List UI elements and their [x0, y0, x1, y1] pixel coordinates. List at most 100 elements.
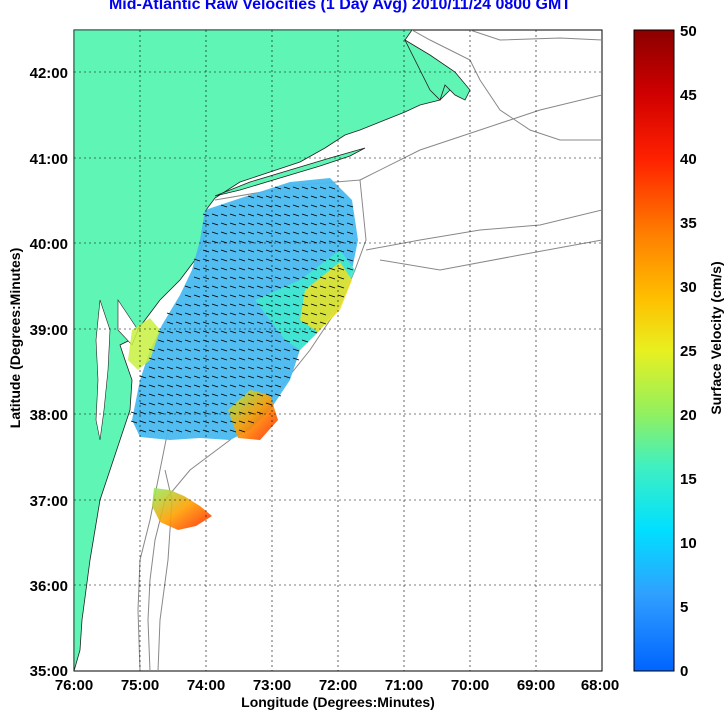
velocity-arrow — [301, 231, 309, 235]
velocity-arrow — [274, 231, 282, 235]
x-tick-label: 68:00 — [581, 677, 619, 694]
velocity-arrow — [238, 402, 246, 406]
velocity-arrow — [328, 222, 336, 226]
velocity-arrow — [166, 330, 174, 334]
velocity-arrow — [256, 204, 264, 208]
velocity-arrow — [220, 312, 228, 316]
velocity-arrow — [274, 339, 282, 343]
velocity-arrow — [229, 312, 237, 316]
x-axis: 76:00 75:00 74:00 73:00 72:00 71:00 70:0… — [55, 677, 619, 694]
x-axis-label: Longitude (Degrees:Minutes) — [241, 694, 435, 710]
velocity-arrow — [238, 312, 246, 316]
velocity-arrow — [157, 357, 165, 361]
velocity-arrow — [184, 393, 192, 397]
contour-slope — [359, 94, 602, 271]
velocity-arrow — [283, 195, 291, 199]
velocity-arrow — [202, 402, 210, 406]
velocity-arrow — [211, 285, 219, 289]
velocity-arrow — [265, 231, 273, 235]
velocity-arrow — [211, 267, 219, 271]
velocity-arrow — [229, 285, 237, 289]
velocity-arrow — [148, 411, 156, 415]
velocity-arrow — [265, 366, 273, 370]
velocity-arrow — [283, 321, 291, 325]
colorbar-tick-label: 30 — [680, 279, 697, 296]
velocity-arrow — [211, 393, 219, 397]
velocity-arrow — [247, 258, 255, 262]
velocity-arrow — [229, 231, 237, 235]
velocity-arrow — [166, 402, 174, 406]
velocity-arrow — [274, 366, 282, 370]
velocity-arrow — [247, 213, 255, 217]
velocity-arrow — [148, 375, 156, 379]
velocity-arrow — [301, 222, 309, 226]
velocity-arrow — [211, 348, 219, 352]
velocity-arrow — [238, 393, 246, 397]
velocity-arrow — [283, 267, 291, 271]
velocity-arrow — [166, 420, 174, 424]
velocity-arrow — [319, 276, 327, 280]
velocity-arrow — [274, 204, 282, 208]
velocity-arrow — [256, 303, 264, 307]
velocity-arrow — [292, 303, 300, 307]
velocity-arrow — [265, 402, 273, 406]
velocity-arrow — [211, 222, 219, 226]
velocity-arrow — [166, 375, 174, 379]
velocity-arrow — [310, 204, 318, 208]
velocity-arrow — [175, 429, 183, 433]
velocity-arrow — [166, 348, 174, 352]
velocity-arrow — [283, 240, 291, 244]
y-axis: 42:00 41:00 40:00 39:00 38:00 37:00 36:0… — [30, 65, 68, 680]
velocity-arrow — [256, 312, 264, 316]
velocity-arrow — [238, 357, 246, 361]
velocity-arrow — [283, 204, 291, 208]
velocity-arrow — [184, 420, 192, 424]
velocity-arrow — [292, 258, 300, 262]
velocity-arrow — [274, 384, 282, 388]
velocity-arrow — [301, 240, 309, 244]
velocity-arrow — [220, 420, 228, 424]
velocity-arrow — [220, 366, 228, 370]
velocity-arrow — [211, 366, 219, 370]
velocity-arrow — [301, 267, 309, 271]
velocity-arrow — [211, 357, 219, 361]
velocity-arrow — [283, 339, 291, 343]
velocity-arrow — [193, 366, 201, 370]
velocity-arrow — [301, 204, 309, 208]
velocity-arrow — [346, 249, 354, 253]
velocity-arrow — [256, 294, 264, 298]
velocity-arrow — [256, 339, 264, 343]
velocity-arrow — [256, 195, 264, 199]
velocity-arrow — [265, 240, 273, 244]
velocity-arrow — [148, 393, 156, 397]
velocity-arrow — [247, 375, 255, 379]
velocity-arrow — [175, 357, 183, 361]
velocity-arrow — [265, 195, 273, 199]
velocity-arrow — [238, 384, 246, 388]
velocity-arrow — [283, 312, 291, 316]
velocity-arrow — [211, 294, 219, 298]
velocity-arrow — [319, 321, 327, 325]
velocity-arrow — [229, 213, 237, 217]
velocity-arrow — [229, 240, 237, 244]
velocity-arrow — [310, 321, 318, 325]
velocity-arrow — [292, 348, 300, 352]
velocity-arrow — [292, 231, 300, 235]
velocity-arrow — [139, 420, 147, 424]
velocity-arrow — [139, 402, 147, 406]
x-tick-label: 74:00 — [187, 677, 225, 694]
velocity-arrow — [247, 411, 255, 415]
velocity-arrow — [229, 249, 237, 253]
velocity-arrow — [184, 348, 192, 352]
velocity-arrow — [202, 366, 210, 370]
velocity-arrow — [292, 330, 300, 334]
velocity-arrow — [238, 258, 246, 262]
arrow-field — [130, 186, 354, 433]
velocity-arrow — [283, 348, 291, 352]
velocity-arrow — [238, 285, 246, 289]
velocity-arrow — [202, 222, 210, 226]
velocity-arrow — [301, 258, 309, 262]
velocity-arrow — [310, 267, 318, 271]
velocity-arrow — [274, 285, 282, 289]
